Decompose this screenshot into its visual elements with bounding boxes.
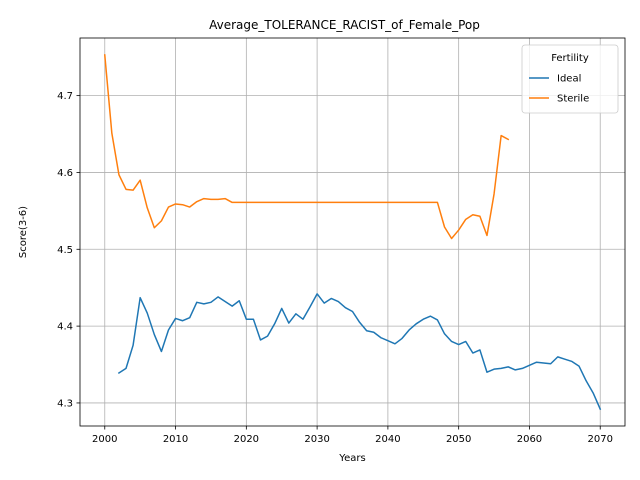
y-tick-label: 4.5: [57, 245, 73, 256]
x-tick-label: 2000: [92, 434, 117, 445]
y-tick-label: 4.7: [57, 91, 73, 102]
x-axis-title: Years: [338, 453, 365, 464]
x-axis-ticks: 2000 2010 2020 2030 2040 2050 2060 2070: [92, 426, 613, 445]
series-line-ideal: [117, 293, 602, 411]
legend-label-sterile: Sterile: [557, 94, 589, 105]
y-tick-label: 4.4: [57, 322, 73, 333]
grid: [80, 38, 625, 426]
chart-title: Average_TOLERANCE_RACIST_of_Female_Pop: [209, 18, 480, 32]
series-lines: [103, 54, 602, 411]
x-tick-label: 2050: [446, 434, 471, 445]
x-tick-label: 2040: [375, 434, 400, 445]
x-tick-label: 2060: [517, 434, 542, 445]
y-axis-ticks: 4.3 4.4 4.5 4.6 4.7: [57, 91, 80, 409]
legend-title: Fertility: [551, 53, 589, 64]
y-tick-label: 4.3: [57, 398, 73, 409]
x-tick-label: 2070: [588, 434, 613, 445]
legend-box: [521, 44, 619, 114]
x-tick-label: 2010: [163, 434, 188, 445]
legend: Fertility Ideal Sterile: [521, 44, 619, 114]
series-line-sterile: [103, 54, 510, 240]
legend-entries: Ideal Sterile: [529, 74, 589, 105]
plot-frame: [79, 37, 626, 427]
y-axis-title: Score(3-6): [18, 206, 29, 258]
x-tick-label: 2020: [234, 434, 259, 445]
legend-label-ideal: Ideal: [557, 74, 581, 85]
x-tick-label: 2030: [304, 434, 329, 445]
y-tick-label: 4.6: [57, 168, 73, 179]
